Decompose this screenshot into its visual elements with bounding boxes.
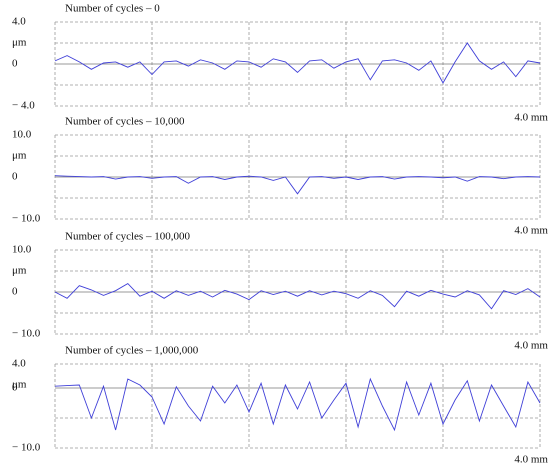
- y-tick-label: 4.0: [12, 358, 26, 370]
- panel-title: Number of cycles – 1,000,000: [65, 345, 199, 357]
- y-tick-label: − 10.0: [12, 328, 41, 340]
- y-tick-label: − 4.0: [12, 100, 35, 112]
- panel-title: Number of cycles – 0: [65, 3, 160, 15]
- y-tick-label: 4.0: [12, 16, 26, 28]
- profile-line: [54, 42, 541, 84]
- profile-line: [54, 377, 541, 432]
- profile-line: [54, 283, 541, 310]
- profile-line: [54, 175, 541, 195]
- panel-title: Number of cycles – 10,000: [65, 116, 185, 128]
- y-tick-label: 0: [12, 382, 18, 394]
- x-tick-label: 4.0 mm: [514, 225, 548, 237]
- y-tick-label: 10.0: [12, 244, 32, 256]
- y-tick-label: − 10.0: [12, 442, 41, 454]
- y-unit: μm: [12, 379, 27, 391]
- y-tick-label: − 10.0: [12, 213, 41, 225]
- y-tick-label: 10.0: [12, 129, 32, 141]
- y-unit: μm: [12, 265, 27, 277]
- x-tick-label: 4.0 mm: [514, 112, 548, 124]
- x-tick-label: 4.0 mm: [514, 454, 548, 466]
- panel-title: Number of cycles – 100,000: [65, 231, 190, 243]
- y-tick-label: 0: [12, 286, 18, 298]
- y-tick-label: 0: [12, 171, 18, 183]
- y-unit: μm: [12, 150, 27, 162]
- y-tick-label: 0: [12, 58, 18, 70]
- x-tick-label: 4.0 mm: [514, 340, 548, 352]
- y-unit: μm: [12, 37, 27, 49]
